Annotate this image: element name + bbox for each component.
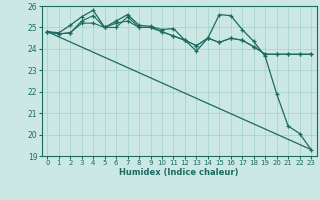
X-axis label: Humidex (Indice chaleur): Humidex (Indice chaleur)	[119, 168, 239, 177]
